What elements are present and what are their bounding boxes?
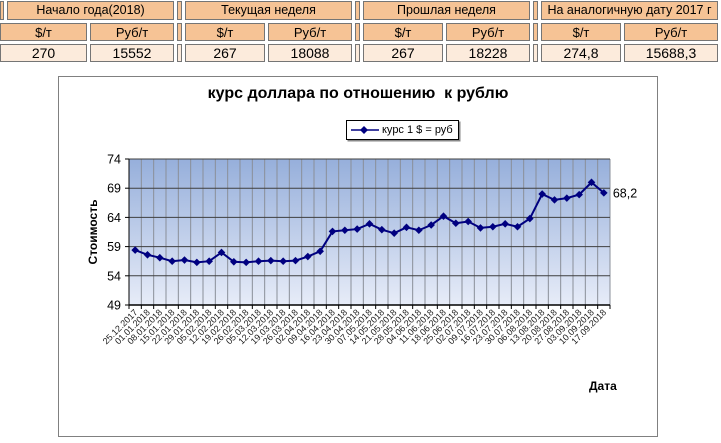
spacer-cell <box>355 23 360 41</box>
rates-table: Начало года(2018) Текущая неделя Прошлая… <box>0 1 721 62</box>
group-header-year-start: Начало года(2018) <box>7 1 174 20</box>
spacer-cell <box>177 23 182 41</box>
value-rub-last-week: 18228 <box>446 44 530 62</box>
value-rub-current-week: 18088 <box>268 44 352 62</box>
last-point-label: 68,2 <box>613 186 637 200</box>
spacer-cell <box>355 1 360 20</box>
svg-text:69: 69 <box>107 182 121 196</box>
unit-header: Руб/т <box>90 23 174 41</box>
unit-header: $/т <box>363 23 443 41</box>
unit-header: Руб/т <box>268 23 352 41</box>
group-header-current-week: Текущая неделя <box>185 1 352 20</box>
spacer-cell <box>533 1 538 20</box>
unit-header: Руб/т <box>446 23 530 41</box>
svg-text:64: 64 <box>107 211 121 225</box>
svg-text:74: 74 <box>107 153 121 167</box>
y-axis-title: Стоимость <box>86 199 100 265</box>
unit-header: $/т <box>0 23 87 41</box>
unit-header: $/т <box>185 23 265 41</box>
chart-title: курс доллара по отношению к рублю <box>207 85 509 102</box>
legend-series-label: курс 1 $ = руб <box>382 124 453 136</box>
spacer-cell <box>177 1 182 20</box>
plot-area: 49545964697425.12.201701.01.201808.01.20… <box>101 153 638 347</box>
x-axis-title: Дата <box>589 379 617 393</box>
spacer-cell <box>355 44 360 62</box>
svg-text:54: 54 <box>107 269 121 283</box>
spacer-cell <box>0 1 4 20</box>
value-usd-same-date-2017: 274,8 <box>541 44 621 62</box>
value-usd-last-week: 267 <box>363 44 443 62</box>
value-rub-year-start: 15552 <box>90 44 174 62</box>
group-header-last-week: Прошлая неделя <box>363 1 530 20</box>
unit-header: Руб/т <box>624 23 718 41</box>
spacer-cell <box>533 44 538 62</box>
svg-text:59: 59 <box>107 240 121 254</box>
legend-line-marker-icon <box>351 126 379 134</box>
spacer-cell <box>533 23 538 41</box>
chart-legend: курс 1 $ = руб <box>346 120 459 140</box>
value-usd-current-week: 267 <box>185 44 265 62</box>
usd-rub-chart: курс доллара по отношению к рублю курс 1… <box>58 76 658 437</box>
value-usd-year-start: 270 <box>0 44 87 62</box>
unit-header: $/т <box>541 23 621 41</box>
svg-text:49: 49 <box>107 299 121 313</box>
group-header-same-date-2017: На аналогичную дату 2017 г <box>541 1 718 20</box>
spacer-cell <box>177 44 182 62</box>
value-rub-same-date-2017: 15688,3 <box>624 44 718 62</box>
